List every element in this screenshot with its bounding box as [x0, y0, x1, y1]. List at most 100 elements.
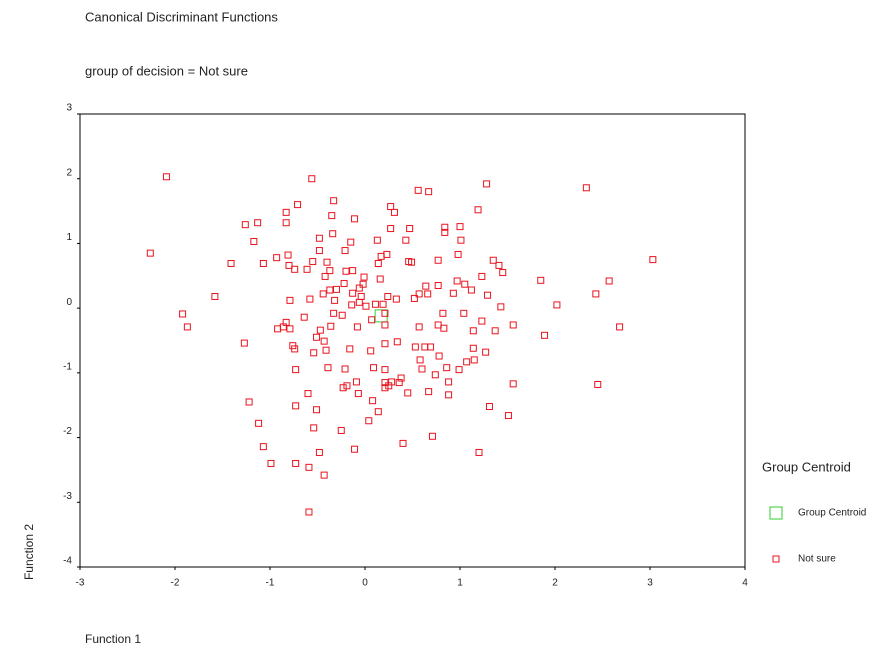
point [316, 248, 322, 254]
plot-frame [80, 114, 745, 567]
point [471, 357, 477, 363]
point [498, 304, 504, 310]
point [382, 367, 388, 373]
point [490, 257, 496, 263]
point [343, 268, 349, 274]
point [554, 302, 560, 308]
y-tick-label: 1 [66, 232, 72, 243]
chart: Canonical Discriminant Functions group o… [0, 0, 893, 651]
point [347, 346, 353, 352]
point [241, 340, 247, 346]
x-tick-label: 4 [742, 578, 748, 589]
point [292, 266, 298, 272]
point [275, 326, 281, 332]
point [180, 311, 186, 317]
point [356, 299, 362, 305]
y-axis-label: Function 2 [22, 524, 36, 580]
point [435, 257, 441, 263]
point [287, 297, 293, 303]
x-tick-label: -2 [171, 578, 180, 589]
point [352, 216, 358, 222]
point [353, 379, 359, 385]
x-tick-label: 0 [362, 578, 368, 589]
point [593, 291, 599, 297]
point [334, 286, 340, 292]
point [327, 287, 333, 293]
x-tick-label: 2 [552, 578, 558, 589]
point [423, 283, 429, 289]
point [163, 174, 169, 180]
point [369, 317, 375, 323]
point [304, 266, 310, 272]
point [309, 176, 315, 182]
point [286, 262, 292, 268]
point [316, 235, 322, 241]
point [324, 259, 330, 265]
point [457, 224, 463, 230]
point [348, 239, 354, 245]
point [470, 345, 476, 351]
point [446, 392, 452, 398]
point [260, 260, 266, 266]
point [354, 324, 360, 330]
point [329, 213, 335, 219]
point [321, 472, 327, 478]
point [403, 237, 409, 243]
point [617, 324, 623, 330]
point [327, 268, 333, 274]
point [307, 296, 313, 302]
point [350, 290, 356, 296]
point [293, 403, 299, 409]
y-tick-label: -4 [63, 556, 72, 567]
point [394, 339, 400, 345]
point [330, 231, 336, 237]
point [328, 323, 334, 329]
point [350, 268, 356, 274]
point [538, 277, 544, 283]
point [325, 365, 331, 371]
point [349, 302, 355, 308]
point [426, 189, 432, 195]
point [363, 303, 369, 309]
point [412, 344, 418, 350]
point [366, 418, 372, 424]
point [382, 322, 388, 328]
point [293, 367, 299, 373]
point [505, 413, 511, 419]
point [444, 365, 450, 371]
point [360, 281, 366, 287]
point [479, 273, 485, 279]
point [407, 226, 413, 232]
point [405, 390, 411, 396]
point [374, 237, 380, 243]
point [285, 252, 291, 258]
point [368, 348, 374, 354]
point [400, 440, 406, 446]
point [416, 324, 422, 330]
point [510, 381, 516, 387]
point [606, 278, 612, 284]
point [461, 310, 467, 316]
point [301, 314, 307, 320]
chart-subtitle: group of decision = Not sure [85, 63, 248, 78]
point [385, 293, 391, 299]
point [310, 259, 316, 265]
point [475, 207, 481, 213]
point [388, 226, 394, 232]
point [388, 204, 394, 210]
point [340, 385, 346, 391]
point [476, 449, 482, 455]
point [371, 365, 377, 371]
point [322, 273, 328, 279]
x-tick-label: 3 [647, 578, 653, 589]
point [320, 291, 326, 297]
point [377, 276, 383, 282]
point [483, 349, 489, 355]
point [510, 322, 516, 328]
point [436, 353, 442, 359]
point [464, 359, 470, 365]
point [260, 444, 266, 450]
point [356, 285, 362, 291]
x-axis-label: Function 1 [85, 632, 141, 646]
point [323, 347, 329, 353]
